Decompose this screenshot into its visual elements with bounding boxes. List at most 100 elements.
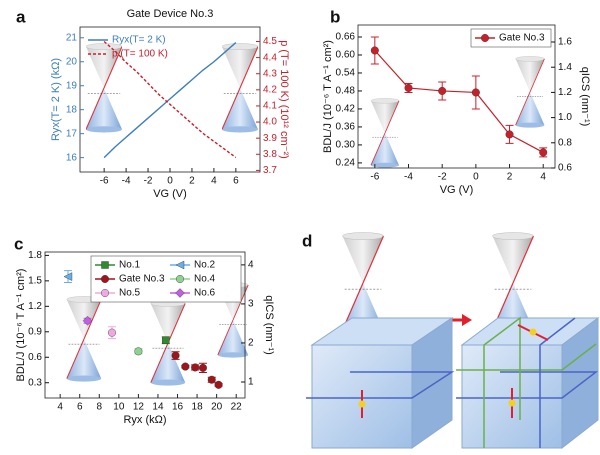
y2-tick-label: 2 [248, 338, 254, 349]
y2-tick-label: 1.0 [558, 112, 572, 123]
panel-letter: d [302, 231, 312, 250]
y-tick-label: 0.66 [336, 32, 356, 43]
y-tick-label: 1.8 [28, 250, 42, 261]
panel-d-diagram: d [302, 231, 600, 450]
marker [214, 380, 223, 389]
y-tick-label: 0.54 [336, 68, 356, 79]
marker [82, 315, 93, 326]
x-tick-label: 0 [167, 176, 173, 187]
x-tick-label: 4 [540, 172, 546, 183]
marker [404, 83, 413, 92]
legend-label: Gate No.3 [119, 274, 165, 285]
y2-axis-label: qICS (nm⁻¹) [579, 67, 591, 127]
legend-box [470, 28, 552, 48]
legend-marker [481, 34, 490, 43]
y-tick-label: 0.30 [336, 140, 356, 151]
y-tick-label: 0.42 [336, 104, 356, 115]
y2-tick-label: 0.8 [558, 137, 572, 148]
y2-tick-label: 3.8 [263, 149, 277, 160]
y-tick-label: 16 [66, 152, 78, 163]
x-tick-label: 6 [77, 402, 83, 413]
x-tick-label: 10 [113, 402, 125, 413]
x-tick-label: -4 [404, 172, 413, 183]
y-tick-label: 0.9 [28, 326, 42, 337]
y2-axis-label: qICS (nm⁻¹) [263, 295, 275, 355]
y-tick-label: 1.2 [28, 301, 42, 312]
y2-tick-label: 4.2 [263, 84, 277, 95]
legend-label: No.2 [194, 260, 216, 271]
legend-box [90, 255, 242, 303]
y-tick-label: 19 [66, 80, 78, 91]
y2-tick-label: 3.9 [263, 133, 277, 144]
y2-tick-label: 1.2 [558, 87, 572, 98]
marker [370, 46, 379, 55]
x-tick-label: 14 [152, 402, 164, 413]
marker [539, 148, 548, 157]
x-tick-label: 4 [57, 402, 63, 413]
legend-label: No.6 [194, 288, 216, 299]
x-tick-label: 0 [473, 172, 479, 183]
y2-axis-label: p (T= 100 K) (10¹² cm⁻²) [278, 40, 290, 159]
y-tick-label: 0.6 [28, 352, 42, 363]
marker [181, 362, 190, 371]
y-axis-label: Ryx(T= 2 K) (kΩ) [50, 58, 62, 141]
marker [505, 130, 514, 139]
legend-marker [175, 260, 185, 270]
marker [162, 336, 170, 344]
marker [63, 272, 73, 281]
y-tick-label: 17 [66, 128, 78, 139]
y-tick-label: 0.60 [336, 50, 356, 61]
panel-letter: c [14, 234, 23, 253]
legend-marker [100, 275, 109, 284]
x-tick-label: -4 [122, 176, 131, 187]
y-tick-label: 0.48 [336, 86, 356, 97]
series-line [103, 40, 237, 159]
legend-marker [175, 275, 184, 284]
y2-tick-label: 4 [248, 260, 254, 271]
y2-tick-label: 4.1 [263, 101, 277, 112]
x-tick-label: -2 [144, 176, 153, 187]
x-tick-label: 2 [507, 172, 513, 183]
legend-label: p (T= 100 K) [112, 49, 168, 60]
y2-tick-label: 0.6 [558, 163, 572, 174]
legend-label: No.5 [119, 288, 141, 299]
y-tick-label: 18 [66, 104, 78, 115]
x-tick-label: 18 [192, 402, 204, 413]
x-tick-label: 8 [96, 402, 102, 413]
marker [107, 328, 116, 337]
marker [191, 363, 200, 372]
x-tick-label: 2 [189, 176, 195, 187]
marker [471, 88, 480, 97]
marker [198, 363, 207, 372]
legend-marker [101, 261, 109, 269]
x-tick-label: -6 [370, 172, 379, 183]
y2-tick-label: 4.0 [263, 117, 277, 128]
x-tick-label: 6 [233, 176, 239, 187]
y-tick-label: 1.5 [28, 276, 42, 287]
y2-tick-label: 1 [248, 377, 254, 388]
y-axis-label: BDL/J (10⁻⁶ T A⁻¹ cm²) [15, 269, 27, 382]
legend-label: Gate No.3 [499, 33, 545, 44]
series-line [374, 50, 544, 153]
marker [171, 351, 180, 360]
x-tick-label: 12 [133, 402, 145, 413]
x-tick-label: -6 [100, 176, 109, 187]
y-tick-label: 0.36 [336, 122, 356, 133]
plot-frame [44, 251, 246, 399]
x-tick-label: 4 [211, 176, 217, 187]
y-tick-label: 21 [66, 32, 78, 43]
panel-letter: b [330, 7, 340, 26]
x-tick-label: 22 [231, 402, 243, 413]
legend-marker [100, 289, 109, 298]
plot-frame [357, 24, 556, 169]
legend-label: No.1 [119, 260, 141, 271]
x-axis-label: VG (V) [153, 188, 187, 200]
x-tick-label: -2 [438, 172, 447, 183]
y2-tick-label: 4.5 [263, 36, 277, 47]
y-tick-label: 0.24 [336, 158, 356, 169]
series-line [103, 42, 237, 159]
y2-tick-label: 4.3 [263, 68, 277, 79]
legend-label: Ryx(T= 2 K) [112, 35, 166, 46]
y2-tick-label: 1.6 [558, 37, 572, 48]
